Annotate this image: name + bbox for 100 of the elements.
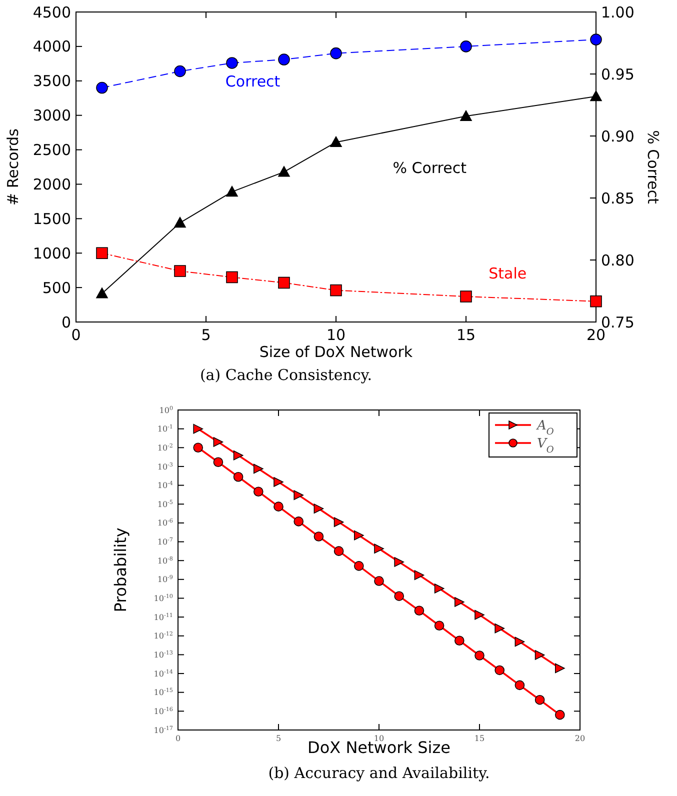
point [460, 40, 472, 52]
point [590, 90, 602, 102]
point [193, 424, 203, 434]
point [534, 694, 545, 705]
series-label: Stale [488, 264, 527, 283]
y-tick-label: 1500 [32, 210, 71, 228]
point [254, 486, 264, 497]
point [274, 502, 284, 512]
point [354, 530, 364, 540]
point [590, 295, 602, 308]
point [354, 561, 364, 571]
point [226, 57, 238, 69]
y-tick-label: 10$^{-9}$ [157, 574, 174, 584]
x-axis-title: Size of DoX Network [259, 343, 413, 361]
y-tick-label: 2000 [32, 175, 71, 194]
y2-tick-label: 0.85 [601, 189, 634, 208]
y2-tick-label: 0.80 [601, 251, 634, 270]
point [96, 82, 108, 94]
x-tick-label: 20 [586, 326, 606, 344]
text: (a) Cache Consistency. [200, 366, 372, 384]
point [394, 591, 404, 601]
point [330, 284, 342, 296]
point [226, 271, 238, 284]
y-axis-title: Probability [111, 528, 130, 612]
point [460, 110, 472, 121]
y-tick-label: 10$^{0}$ [159, 404, 174, 415]
point [213, 457, 224, 468]
point [374, 576, 384, 586]
y-tick-label: 10$^{-4}$ [157, 480, 174, 490]
y-tick-label: 0 [61, 313, 71, 332]
series-label: Correct [225, 72, 280, 90]
y-tick-label: 3000 [32, 106, 71, 125]
y2-tick-label: 0.90 [601, 127, 634, 146]
point [394, 557, 404, 567]
point [174, 216, 186, 228]
x-tick-label: 15 [456, 326, 476, 344]
y-tick-label: 4500 [32, 3, 71, 22]
x-tick-label: 20 [574, 734, 586, 743]
x-tick-label: 5 [201, 326, 211, 344]
point [278, 166, 290, 177]
series-label: % Correct [392, 159, 467, 178]
y-tick-label: 10$^{-3}$ [157, 461, 174, 472]
legend-label: A$_{O}$ [536, 418, 554, 438]
point [590, 34, 602, 46]
y-tick-label: 10$^{-6}$ [157, 518, 174, 528]
y-tick-label: 10$^{-16}$ [154, 706, 174, 716]
point [314, 532, 324, 542]
y2-axis-title: % Correct [644, 130, 662, 204]
y-tick-label: 10$^{-2}$ [157, 442, 174, 452]
point [454, 636, 464, 646]
y-tick-label: 10$^{-5}$ [157, 498, 174, 509]
point [514, 636, 525, 647]
legend-label: V$_{O}$ [537, 436, 554, 456]
point [314, 504, 324, 514]
y-tick-label: 2500 [32, 141, 71, 160]
point [494, 623, 504, 634]
point [96, 247, 108, 260]
point [474, 650, 484, 660]
y-tick-label: 10$^{-14}$ [154, 668, 174, 678]
point [278, 276, 290, 289]
point [514, 680, 525, 690]
point [274, 477, 284, 487]
point [226, 186, 238, 197]
point [434, 584, 444, 594]
point [294, 516, 304, 526]
x-tick-label: 5 [276, 734, 282, 743]
y-tick-label: 10$^{-11}$ [154, 612, 173, 622]
point [555, 663, 565, 674]
y-tick-label: 10$^{-17}$ [154, 724, 174, 735]
y-axis-title: # Records [4, 128, 22, 206]
point [474, 610, 484, 620]
x-tick-label: 10 [326, 326, 346, 344]
point [414, 570, 424, 580]
point [294, 490, 304, 500]
point [334, 546, 344, 556]
y-tick-label: 10$^{-13}$ [154, 650, 174, 660]
y2-tick-label: 0.95 [601, 65, 634, 84]
y-tick-label: 10$^{-7}$ [157, 536, 174, 547]
x-tick-label: 10 [374, 734, 384, 743]
point [434, 620, 444, 631]
point [174, 65, 186, 78]
point [454, 597, 464, 607]
y-tick-label: 500 [42, 278, 71, 297]
point [174, 265, 186, 277]
point [494, 665, 504, 676]
point [330, 47, 342, 60]
y2-tick-label: 1.00 [601, 3, 634, 22]
text: (b) Accuracy and Availability. [268, 764, 490, 782]
y-tick-label: 10$^{-8}$ [157, 555, 174, 566]
point [233, 472, 244, 482]
point [278, 54, 290, 66]
point [460, 290, 472, 302]
point [414, 606, 424, 616]
y-tick-label: 4000 [32, 38, 71, 56]
point [213, 437, 224, 447]
y-tick-label: 10$^{-1}$ [157, 424, 173, 434]
y-tick-label: 3500 [32, 72, 71, 90]
point [96, 288, 108, 298]
y-tick-label: 10$^{-15}$ [154, 687, 174, 698]
y-tick-label: 10$^{-12}$ [154, 630, 174, 641]
